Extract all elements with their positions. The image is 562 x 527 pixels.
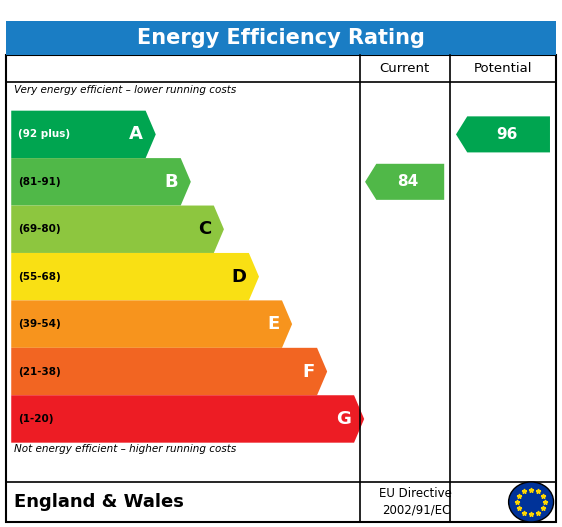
Text: (21-38): (21-38) (18, 367, 61, 376)
Text: (55-68): (55-68) (18, 272, 61, 281)
Text: B: B (164, 173, 178, 191)
Text: G: G (337, 410, 351, 428)
Text: (92 plus): (92 plus) (18, 130, 70, 139)
Text: (1-20): (1-20) (18, 414, 53, 424)
Text: EU Directive
2002/91/EC: EU Directive 2002/91/EC (379, 487, 452, 517)
Text: A: A (129, 125, 143, 143)
Polygon shape (456, 116, 550, 152)
Text: C: C (198, 220, 211, 238)
Text: 96: 96 (496, 127, 517, 142)
Text: (69-80): (69-80) (18, 225, 61, 234)
Text: (81-91): (81-91) (18, 177, 61, 187)
Polygon shape (11, 395, 364, 443)
Polygon shape (11, 348, 327, 395)
Text: E: E (267, 315, 279, 333)
Text: D: D (231, 268, 246, 286)
Polygon shape (11, 253, 259, 300)
Text: (39-54): (39-54) (18, 319, 61, 329)
Text: Energy Efficiency Rating: Energy Efficiency Rating (137, 28, 425, 48)
Text: Very energy efficient – lower running costs: Very energy efficient – lower running co… (14, 85, 236, 95)
Bar (6, 21, 556, 55)
Ellipse shape (509, 482, 554, 522)
Bar (6, 55, 556, 522)
Polygon shape (11, 300, 292, 348)
Text: F: F (302, 363, 314, 380)
Text: 84: 84 (397, 174, 418, 189)
Text: Current: Current (379, 62, 430, 75)
Text: Not energy efficient – higher running costs: Not energy efficient – higher running co… (14, 444, 236, 454)
Text: England & Wales: England & Wales (14, 493, 184, 511)
Polygon shape (11, 206, 224, 253)
Polygon shape (11, 111, 156, 158)
Polygon shape (365, 164, 444, 200)
Text: Potential: Potential (474, 62, 532, 75)
Polygon shape (11, 158, 191, 206)
